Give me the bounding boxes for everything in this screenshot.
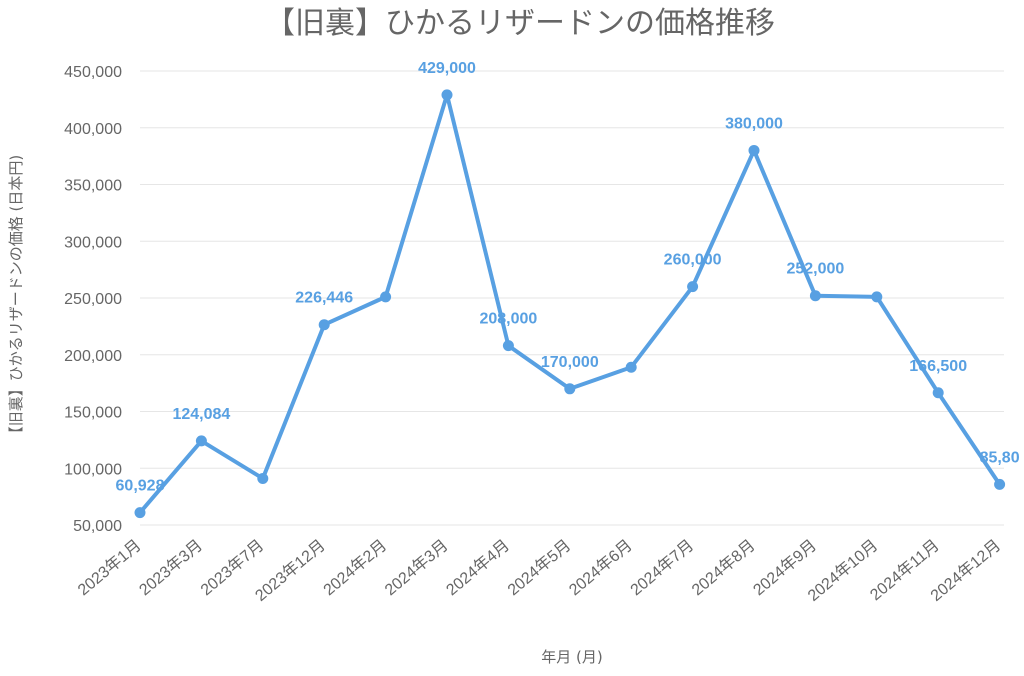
x-axis-title: 年月 (月) [541, 648, 602, 666]
data-point [441, 89, 453, 101]
data-labels: 60,928 124,084 226,446 429,000 208,000 170,00… [116, 60, 1020, 495]
data-label: 124,084 [172, 406, 230, 423]
data-label: 260,000 [664, 252, 722, 269]
data-label: 85,80 [980, 449, 1020, 466]
data-label: 226,446 [295, 290, 353, 307]
data-point [809, 290, 821, 302]
y-tick-label: 50,000 [73, 518, 122, 535]
x-tick-label: 2024年8月 [688, 536, 758, 599]
y-tick-label: 300,000 [64, 234, 122, 251]
data-point [994, 478, 1006, 490]
x-tick-label: 2024年2月 [320, 536, 390, 599]
data-label: 166,500 [909, 358, 967, 375]
y-tick-label: 450,000 [64, 64, 122, 81]
y-axis-title: 【旧裏】ひかるリザードンの価格 (日本円) [7, 155, 25, 441]
y-tick-label: 150,000 [64, 405, 122, 422]
y-tick-label: 250,000 [64, 291, 122, 308]
data-point [134, 507, 146, 519]
x-tick-label: 2023年3月 [136, 536, 206, 599]
data-point [625, 361, 637, 373]
data-point [380, 291, 392, 303]
data-point [195, 435, 207, 447]
x-tick-label: 2024年5月 [504, 536, 574, 599]
y-axis-ticks: 50,000 100,000 150,000 200,000 250,000 300,00… [64, 64, 122, 535]
gridlines [140, 70, 1004, 526]
x-tick-label: 2024年7月 [627, 536, 697, 599]
data-points [134, 89, 1006, 519]
data-label: 60,928 [116, 478, 165, 495]
data-point [564, 383, 576, 395]
data-point [687, 281, 699, 293]
data-label: 252,000 [786, 261, 844, 278]
x-tick-label: 2023年1月 [74, 536, 144, 599]
x-tick-label: 2024年4月 [443, 536, 513, 599]
data-label: 170,000 [541, 354, 599, 371]
data-point [318, 319, 330, 331]
x-tick-label: 2024年3月 [381, 536, 451, 599]
x-axis-ticks: 2023年1月2023年3月2023年7月2023年12月2024年2月2024… [74, 536, 1004, 605]
data-label: 429,000 [418, 60, 476, 77]
y-tick-label: 350,000 [64, 178, 122, 195]
series-layer [138, 92, 1002, 515]
chart-title: 【旧裏】ひかるリザードンの価格推移 [265, 6, 775, 41]
x-tick-label: 2024年6月 [566, 536, 636, 599]
series-line [138, 92, 1002, 515]
data-point [932, 387, 944, 399]
data-point [257, 472, 269, 484]
y-tick-label: 100,000 [64, 461, 122, 478]
data-label: 380,000 [725, 115, 783, 132]
data-label: 208,000 [479, 311, 537, 328]
data-point [871, 291, 883, 303]
y-tick-label: 200,000 [64, 348, 122, 365]
data-point [502, 340, 514, 352]
y-tick-label: 400,000 [64, 121, 122, 138]
data-point [748, 144, 760, 156]
